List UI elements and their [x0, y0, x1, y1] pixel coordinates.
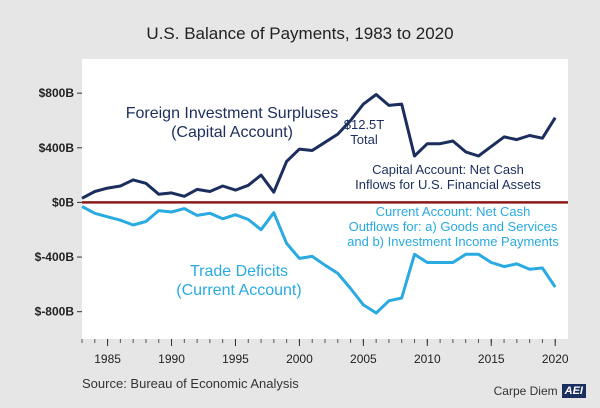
annotations: Foreign Investment Surpluses (Capital Acc…	[126, 105, 560, 299]
x-tick-label: 2010	[414, 352, 441, 366]
y-tick-label: $400B	[39, 141, 75, 155]
capital-desc-annotation: Capital Account: Net Cash Inflows for U.S…	[355, 162, 541, 192]
x-tick-label: 1985	[94, 352, 121, 366]
x-tick-label: 2005	[350, 352, 377, 366]
y-tick-label: $0B	[52, 195, 74, 209]
series-line-current	[81, 205, 557, 315]
series-layer	[81, 93, 557, 315]
brand: Carpe Diem AEI	[494, 384, 586, 398]
x-axis: 1985 1990 1995 2000 2005 2010 2015 2020	[81, 339, 569, 366]
y-tick-label: $-800B	[35, 305, 75, 319]
x-tick-label: 2020	[542, 352, 569, 366]
aei-logo: AEI	[561, 384, 586, 398]
source-note: Source: Bureau of Economic Analysis	[82, 376, 299, 391]
series-line-capital	[81, 93, 557, 200]
plot-area	[82, 59, 568, 339]
current-desc-annotation: Current Account: Net Cash Outflows for: a…	[347, 204, 559, 249]
total-annotation: $12.5T Total	[344, 117, 385, 147]
brand-text: Carpe Diem	[493, 384, 558, 398]
y-tick-label: $-400B	[35, 250, 75, 264]
chart-title: U.S. Balance of Payments, 1983 to 2020	[146, 24, 454, 43]
current-title-annotation: Trade Deficits (Current Account)	[176, 263, 301, 299]
x-tick-label: 2015	[478, 352, 505, 366]
y-axis: $800B $400B $0B $-400B $-800B	[35, 86, 82, 319]
y-tick-label: $800B	[39, 86, 75, 100]
capital-title-annotation: Foreign Investment Surpluses (Capital Acc…	[126, 105, 339, 141]
x-tick-label: 1995	[222, 352, 249, 366]
x-tick-label: 1990	[158, 352, 185, 366]
x-tick-label: 2000	[286, 352, 313, 366]
